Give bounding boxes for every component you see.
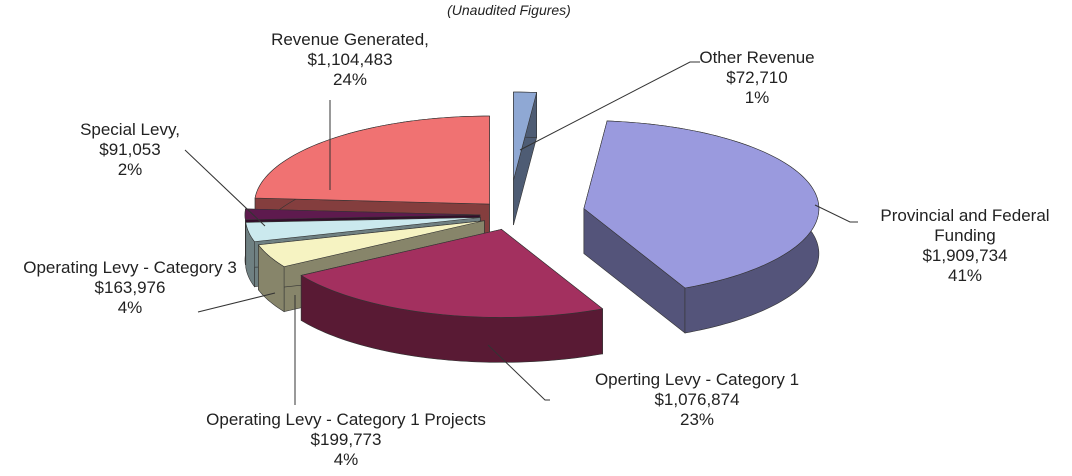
chart-subtitle: (Unaudited Figures) bbox=[447, 2, 571, 18]
category-label: Provincial and Federal Funding bbox=[880, 206, 1050, 245]
slice bbox=[257, 220, 485, 267]
percent-label: 23% bbox=[679, 410, 715, 429]
category-label: Revenue Generated, bbox=[271, 30, 429, 49]
value-label: $1,104,483 bbox=[307, 50, 393, 69]
percent-label: 2% bbox=[117, 160, 143, 179]
value-label: $91,053 bbox=[99, 140, 161, 159]
category-label: Other Revenue bbox=[699, 48, 815, 67]
percent-label: 1% bbox=[744, 88, 770, 107]
value-label: $1,909,734 bbox=[922, 246, 1008, 265]
leader-line bbox=[814, 204, 858, 223]
slice bbox=[513, 91, 538, 181]
value-label: $199,773 bbox=[310, 430, 382, 449]
slice-label: Revenue Generated, $1,104,483 24% bbox=[240, 30, 460, 90]
slice-label: Operting Levy - Category 1 $1,076,874 23% bbox=[547, 370, 847, 430]
slice-label: Special Levy, $91,053 2% bbox=[30, 120, 230, 180]
slice-label: Operating Levy - Category 3 $163,976 4% bbox=[5, 258, 255, 318]
slice-label: Operating Levy - Category 1 Projects $199… bbox=[156, 410, 536, 470]
percent-label: 24% bbox=[332, 70, 368, 89]
leader-line bbox=[519, 61, 700, 151]
slice-label: Other Revenue $72,710 1% bbox=[657, 48, 857, 108]
slice bbox=[245, 217, 481, 243]
category-label: Operating Levy - Category 1 Projects bbox=[206, 410, 486, 429]
slice-label: Provincial and Federal Funding $1,909,734… bbox=[855, 206, 1072, 286]
percent-label: 4% bbox=[117, 298, 143, 317]
leader-line bbox=[487, 344, 550, 401]
leader-line bbox=[184, 149, 266, 227]
slice bbox=[300, 229, 604, 318]
category-label: Operating Levy - Category 3 bbox=[23, 258, 237, 277]
percent-label: 41% bbox=[947, 266, 983, 285]
percent-label: 4% bbox=[333, 450, 359, 469]
value-label: $72,710 bbox=[726, 68, 788, 87]
slice bbox=[583, 120, 820, 289]
category-label: Operting Levy - Category 1 bbox=[594, 370, 800, 389]
slice bbox=[254, 115, 490, 205]
slice bbox=[244, 208, 481, 221]
value-label: $1,076,874 bbox=[654, 390, 740, 409]
value-label: $163,976 bbox=[94, 278, 166, 297]
category-label: Special Levy, bbox=[80, 120, 180, 139]
leader-line bbox=[197, 292, 276, 313]
